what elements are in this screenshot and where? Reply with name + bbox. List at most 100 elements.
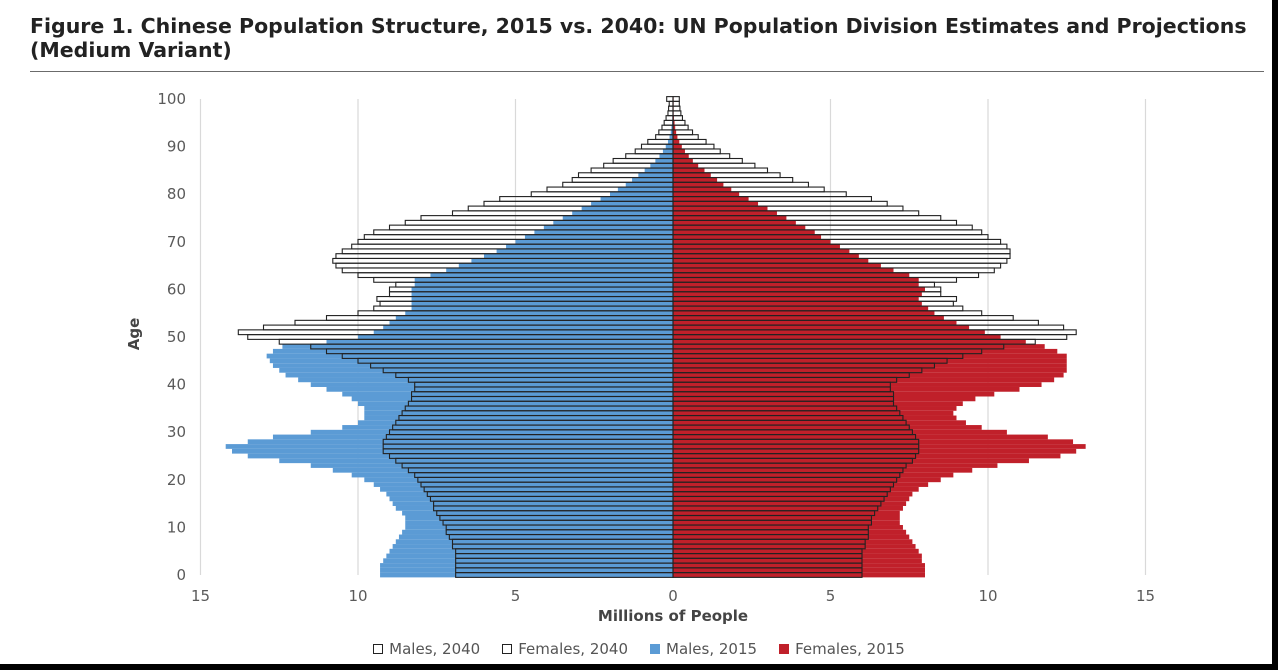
y-tick-label: 90 [167,138,186,156]
y-tick-label: 10 [167,518,186,536]
x-tick-label: 5 [826,587,836,605]
legend-label: Males, 2015 [666,640,758,658]
bar-females-2015-age-8 [673,534,910,540]
y-axis-ticks: 0 10 20 30 40 50 60 70 80 90 100 [157,90,186,584]
bar-females-2015-age-50 [673,334,1001,340]
bar-males-2015-age-63 [430,272,673,278]
bar-females-2015-age-34 [673,410,954,416]
bar-females-2015-age-81 [673,187,732,192]
bar-females-2015-age-2 [673,563,925,568]
bar-females-2040-age-99 [672,100,680,107]
bar-males-2015-age-51 [373,329,673,335]
bar-females-2015-age-83 [673,177,718,183]
bar-females-2015-age-36 [673,401,963,407]
y-tick-label: 0 [176,566,186,584]
bar-females-2015-age-73 [673,225,806,230]
bar-males-2015-age-24 [279,458,673,464]
bar-females-2015-age-69 [673,244,840,249]
bar-males-2015-age-17 [386,491,673,497]
bar-females-2015-age-40 [673,382,1042,387]
bar-females-2015-age-68 [673,248,850,254]
bar-males-2015-age-86 [650,163,673,169]
bar-females-2015-age-31 [673,425,982,430]
y-tick-label: 100 [157,90,186,108]
bar-females-2015-age-3 [673,558,922,564]
bars-2040 [237,96,1077,578]
bar-females-2040-age-95 [672,119,686,126]
bar-males-2015-age-56 [411,306,673,311]
bar-males-2015-age-54 [395,315,673,321]
legend-item-males-2015: Males, 2015 [650,640,757,658]
bar-females-2015-age-45 [673,358,1067,364]
x-tick-label: 5 [511,587,521,605]
bar-females-2015-age-71 [673,234,822,240]
bar-females-2015-age-15 [673,501,907,506]
bar-females-2015-age-87 [673,158,693,164]
bar-males-2015-age-13 [402,510,673,516]
bar-females-2015-age-11 [673,520,900,526]
bar-females-2015-age-22 [673,467,973,473]
bar-males-2015-age-31 [342,425,673,430]
bar-males-2015-age-38 [342,391,673,397]
bar-females-2015-age-95 [673,120,675,126]
bar-males-2015-age-2 [380,563,673,568]
bar-females-2015-age-58 [673,296,919,302]
bar-males-2015-age-19 [373,482,673,487]
x-tick-label: 15 [191,587,210,605]
legend-swatch [502,644,513,654]
bar-females-2015-age-90 [673,144,682,149]
bar-females-2015-age-56 [673,306,929,311]
bar-females-2015-age-62 [673,277,919,283]
bar-females-2015-age-5 [673,548,919,554]
bar-males-2015-age-61 [414,282,673,288]
bar-males-2015-age-92 [669,134,673,140]
bar-males-2040-age-98 [668,105,674,112]
x-tick-label: 10 [348,587,367,605]
bar-males-2015-age-83 [632,177,673,183]
bar-males-2015-age-89 [662,148,673,154]
bar-males-2015-age-79 [600,196,673,202]
bar-males-2015-age-36 [358,401,673,407]
bar-females-2015-age-14 [673,505,903,511]
bar-females-2015-age-67 [673,253,859,259]
bar-males-2015-age-68 [496,248,673,254]
bar-females-2015-age-53 [673,320,957,326]
bar-females-2015-age-75 [673,215,787,221]
x-tick-label: 0 [668,587,678,605]
bar-females-2015-age-1 [673,567,925,573]
bar-males-2015-age-4 [386,553,673,559]
bar-males-2015-age-93 [670,129,673,135]
bar-males-2015-age-42 [285,372,673,378]
bar-males-2015-age-23 [310,463,673,468]
bar-females-2015-age-84 [673,172,711,178]
bar-males-2015-age-22 [332,467,673,473]
bar-males-2015-age-84 [638,172,673,178]
bar-males-2015-age-26 [232,448,673,454]
title-divider [30,71,1264,72]
bar-males-2015-age-12 [405,515,673,521]
bar-females-2015-age-76 [673,210,777,216]
bar-males-2015-age-75 [562,215,673,221]
y-tick-label: 80 [167,185,186,203]
bar-males-2015-age-52 [383,325,673,330]
bar-males-2015-age-45 [269,358,673,364]
bar-males-2015-age-27 [225,444,673,449]
bar-males-2015-age-41 [298,377,673,383]
bar-males-2015-age-5 [389,548,673,554]
bar-females-2015-age-26 [673,448,1077,454]
bar-males-2015-age-0 [380,572,673,578]
bar-males-2015-age-59 [411,291,673,297]
bar-males-2040-age-97 [667,110,674,117]
x-tick-label: 15 [1136,587,1155,605]
bar-females-2015-age-49 [673,339,1026,345]
bar-males-2015-age-81 [617,187,673,192]
bar-males-2015-age-39 [326,386,673,392]
legend-item-females-2015: Females, 2015 [779,640,905,658]
bar-females-2015-age-72 [673,229,815,235]
bar-females-2015-age-9 [673,529,907,535]
bar-females-2015-age-54 [673,315,944,321]
bar-males-2015-age-29 [272,434,673,440]
bar-males-2015-age-94 [671,125,673,130]
bar-females-2015-age-7 [673,539,913,545]
bar-males-2015-age-88 [659,153,673,159]
